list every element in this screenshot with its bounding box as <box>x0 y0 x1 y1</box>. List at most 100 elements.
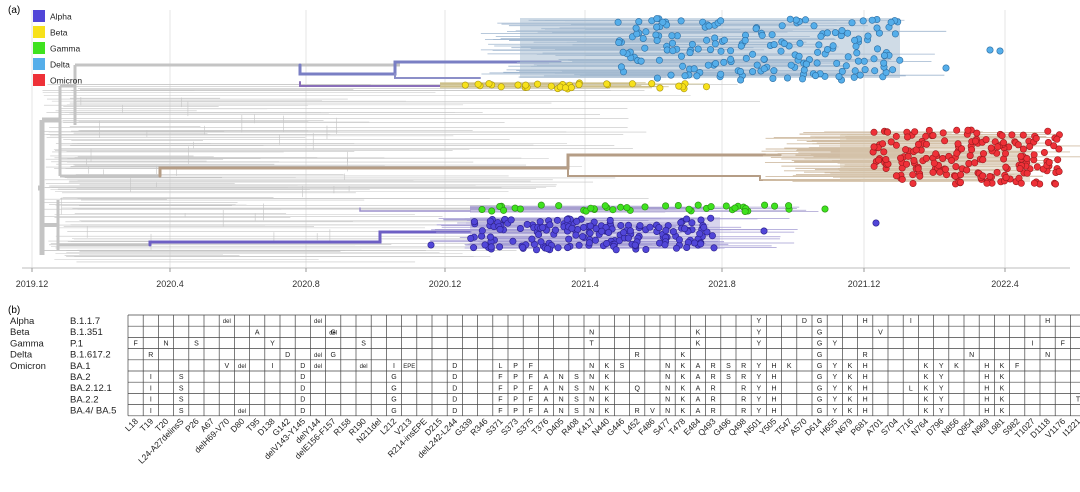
panel-b-label: (b) <box>8 305 20 316</box>
delta-tip-point <box>694 45 702 53</box>
beta-tip-point <box>547 82 555 90</box>
phylogenetic-tree <box>38 63 760 263</box>
gamma-tip-point <box>731 204 739 212</box>
alpha-stem-branch <box>148 230 472 247</box>
delta-tip-point <box>637 57 645 65</box>
delta-tip-point <box>669 47 677 55</box>
mutation-cell: K <box>696 329 701 336</box>
delta-tip-point <box>677 52 685 60</box>
mutation-cell: H <box>863 318 868 325</box>
omicron-tip-point <box>932 150 940 158</box>
mutation-cell: H <box>771 385 776 392</box>
mutation-cell: Y <box>832 408 837 415</box>
omicron-tip-point <box>1044 127 1052 135</box>
delta-tip-point <box>717 17 725 25</box>
mutation-cell: R <box>741 397 746 404</box>
omicron-tip-point <box>882 156 890 164</box>
beta-stem-branch <box>299 81 441 87</box>
mutation-cell: D <box>452 363 457 370</box>
delta-tip-point <box>868 16 876 24</box>
mutation-cell: N <box>969 352 974 359</box>
delta-tip-point <box>659 18 667 26</box>
mutation-cell: K <box>848 385 853 392</box>
delta-tip-point <box>777 47 785 55</box>
delta-tip-point <box>880 51 888 59</box>
mutation-cell: N <box>163 341 168 348</box>
omicron-tip-point <box>1030 179 1038 187</box>
mutation-cell: D <box>802 318 807 325</box>
omicron-tip-point <box>979 156 987 164</box>
mutation-cell: N <box>665 397 670 404</box>
mutation-cell: L <box>909 385 913 392</box>
delta-tip-point <box>887 18 895 26</box>
mutation-cell: N <box>559 374 564 381</box>
gamma-tip-point <box>601 202 609 210</box>
delta-tip-point <box>817 32 825 40</box>
mutation-cell: H <box>771 374 776 381</box>
delta-tip-point <box>706 46 714 54</box>
omicron-tip-point <box>1017 179 1025 187</box>
mutation-cell: I <box>150 385 152 392</box>
lineage-row-label: B.1.1.7 <box>70 316 100 327</box>
mutation-cell: G <box>391 408 396 415</box>
delta-tip-point <box>792 16 800 24</box>
mutation-cell: F <box>498 408 502 415</box>
alpha-tip-point <box>537 238 545 246</box>
delta-tip-point <box>996 47 1004 55</box>
delta-tip-point <box>848 19 856 27</box>
alpha-tip-point <box>697 240 705 248</box>
mutation-cell: N <box>589 408 594 415</box>
omicron-tip-point <box>987 144 995 152</box>
alpha-tip-point <box>496 225 504 233</box>
gamma-stem-branch <box>359 207 471 212</box>
beta-tip-point <box>485 80 493 88</box>
delta-tip-point <box>891 30 899 38</box>
mutation-cell: G <box>391 385 396 392</box>
alpha-tip-point <box>691 239 699 247</box>
alpha-tip-point <box>760 227 768 235</box>
mutation-cell: H <box>771 363 776 370</box>
delta-tip-point <box>871 67 879 75</box>
mutation-cell: K <box>680 363 685 370</box>
mutation-cell: K <box>954 363 959 370</box>
omicron-tip-point <box>909 171 917 179</box>
alpha-tip-point <box>486 233 494 241</box>
mutation-cell: N <box>589 329 594 336</box>
gamma-tip-point <box>555 202 563 210</box>
alpha-tip-point <box>568 224 576 232</box>
omicron-tip-point <box>870 143 878 151</box>
delta-tip-point <box>835 73 843 81</box>
omicron-tip-point <box>941 137 949 145</box>
mutation-cell: K <box>848 408 853 415</box>
mutation-cell: D <box>300 397 305 404</box>
delta-tip-point <box>712 59 720 67</box>
alpha-tip-point <box>872 219 880 227</box>
omicron-tip-point <box>1052 180 1060 188</box>
mutation-cell: H <box>984 408 989 415</box>
alpha-tip-point <box>481 241 489 249</box>
alpha-tip-point <box>617 222 625 230</box>
alpha-tip-point <box>675 236 683 244</box>
axis-tick-label: 2020.4 <box>156 279 184 289</box>
mutation-cell: G <box>817 374 822 381</box>
alpha-tip-point <box>669 228 677 236</box>
gamma-tip-point <box>516 205 524 213</box>
omicron-tip-point <box>910 156 918 164</box>
mutation-cell: A <box>544 385 549 392</box>
omicron-tip-point <box>914 165 922 173</box>
mutation-cell: F <box>529 397 533 404</box>
mutation-cell: G <box>817 397 822 404</box>
beta-tip-point <box>648 80 656 88</box>
gamma-tip-point <box>741 208 749 216</box>
alpha-tip-point <box>661 241 669 249</box>
mutation-cell: K <box>848 374 853 381</box>
alpha-tip-point <box>636 222 644 230</box>
mutation-cell: A <box>696 397 701 404</box>
delta-tip-point <box>720 36 728 44</box>
mutation-cell: K <box>848 397 853 404</box>
mutation-cell: T <box>589 341 594 348</box>
omicron-tip-point <box>939 155 947 163</box>
delta-tip-point <box>639 34 647 42</box>
mutation-cell: Y <box>756 408 761 415</box>
alpha-tip-point <box>516 225 524 233</box>
